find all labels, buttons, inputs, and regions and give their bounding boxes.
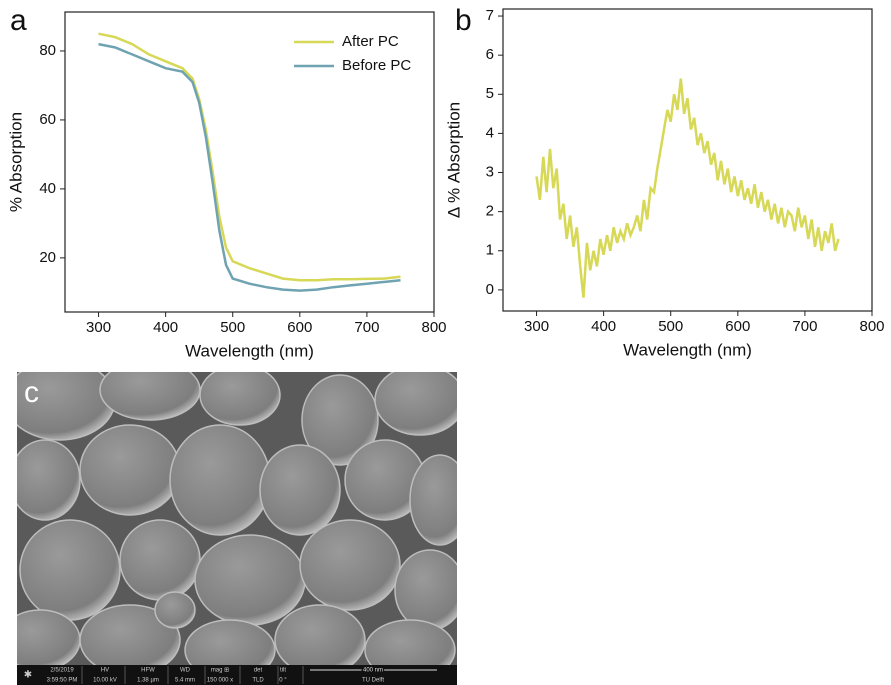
panel-label: a bbox=[10, 4, 27, 37]
y-tick-label: 1 bbox=[486, 242, 494, 259]
info-bar bbox=[17, 665, 457, 685]
data-line bbox=[98, 42, 401, 292]
panel-label: c bbox=[24, 376, 39, 409]
info-bottom: 10.00 kV bbox=[93, 678, 117, 684]
panel-label: b bbox=[455, 4, 472, 37]
info-footer: TU Delft bbox=[362, 678, 384, 684]
x-tick-label: 500 bbox=[220, 319, 245, 336]
info-bar-text: 2/5/2019 3:59:50 PM HV 10.00 kV HFW 1.38 µm WD… bbox=[24, 666, 437, 684]
info-bottom: 1.38 µm bbox=[137, 678, 159, 684]
y-tick-label: 7 bbox=[486, 7, 494, 24]
x-tick-label: 500 bbox=[658, 318, 683, 335]
y-tick-label: 80 bbox=[39, 42, 56, 59]
x-tick-label: 400 bbox=[591, 318, 616, 335]
x-tick-label: 800 bbox=[859, 318, 884, 335]
info-top: HFW bbox=[141, 668, 155, 674]
plot-frame bbox=[502, 8, 873, 312]
info-logo: ✱ bbox=[24, 670, 32, 681]
x-axis-label: Wavelength (nm) bbox=[185, 341, 314, 360]
info-bottom: 3:59:50 PM bbox=[47, 678, 78, 684]
y-tick-label: 40 bbox=[39, 180, 56, 197]
x-tick-label: 600 bbox=[287, 319, 312, 336]
x-tick-label: 600 bbox=[725, 318, 750, 335]
y-tick-label: 0 bbox=[486, 281, 494, 298]
plot-frame bbox=[64, 11, 435, 313]
info-bottom: 0 ° bbox=[279, 678, 287, 684]
info-bottom: TLD bbox=[252, 678, 264, 684]
info-bottom: 5.4 mm bbox=[175, 678, 195, 684]
y-tick-label: 2 bbox=[486, 203, 494, 220]
data-line bbox=[535, 78, 840, 298]
y-axis-label: Δ % Absorption bbox=[444, 102, 463, 218]
info-top: WD bbox=[180, 668, 191, 674]
sem-image bbox=[17, 372, 457, 665]
legend-label: Before PC bbox=[342, 57, 411, 74]
info-top: det bbox=[254, 668, 263, 674]
x-tick-label: 400 bbox=[153, 319, 178, 336]
y-tick-label: 5 bbox=[486, 85, 494, 102]
info-top: mag ⊞ bbox=[211, 668, 229, 674]
info-top: 2/5/2019 bbox=[50, 668, 74, 674]
x-tick-label: 700 bbox=[792, 318, 817, 335]
y-axis-label: % Absorption bbox=[6, 112, 25, 212]
x-axis-label: Wavelength (nm) bbox=[623, 340, 752, 359]
y-tick-label: 3 bbox=[486, 163, 494, 180]
info-bottom: 150 000 x bbox=[207, 678, 233, 684]
info-top: HV bbox=[101, 668, 109, 674]
y-tick-label: 60 bbox=[39, 111, 56, 128]
y-tick-label: 4 bbox=[486, 124, 494, 141]
y-tick-label: 6 bbox=[486, 46, 494, 63]
x-tick-label: 800 bbox=[421, 319, 446, 336]
info-top: tilt bbox=[280, 668, 286, 674]
scale-bar-label: 400 nm bbox=[363, 668, 383, 674]
x-tick-label: 300 bbox=[86, 319, 111, 336]
x-tick-label: 300 bbox=[524, 318, 549, 335]
legend-label: After PC bbox=[342, 33, 399, 50]
x-tick-label: 700 bbox=[354, 319, 379, 336]
data-line bbox=[98, 32, 401, 282]
y-tick-label: 20 bbox=[39, 249, 56, 266]
